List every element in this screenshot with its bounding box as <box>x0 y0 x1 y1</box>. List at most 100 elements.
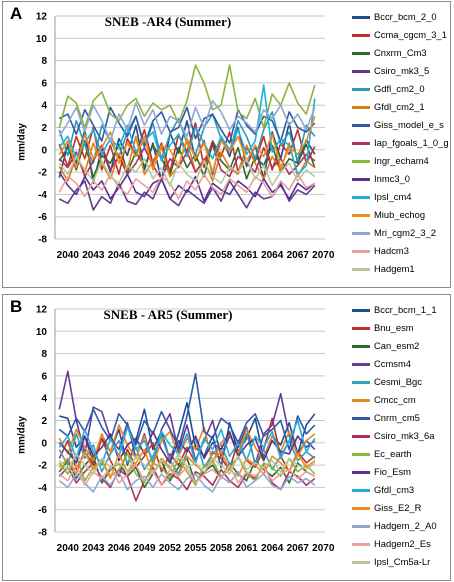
y-tick-label: -8 <box>38 528 47 539</box>
legend-swatch <box>352 381 370 384</box>
legend-label: Hadgem_2_A0 <box>374 520 437 531</box>
legend-swatch <box>352 70 370 73</box>
legend-label: Cesmi_Bgc <box>374 376 422 387</box>
series-line <box>58 173 316 200</box>
x-tick-label: 2052 <box>159 250 182 261</box>
series-line <box>58 171 316 202</box>
legend-a: Bccr_bcm_2_0 Ccma_cgcm_3_1 Cnxrm_Cm3 Csiro_… <box>352 10 450 280</box>
legend-swatch <box>352 124 370 127</box>
legend-swatch <box>352 471 370 474</box>
legend-item: Cnrm_cm5 <box>352 411 450 429</box>
x-tick-label: 2067 <box>287 543 310 554</box>
y-tick-label: -2 <box>38 461 47 472</box>
legend-swatch <box>352 543 370 546</box>
legend-swatch <box>352 453 370 456</box>
y-tick-label: 10 <box>36 327 48 338</box>
y-tick-label: 0 <box>41 145 47 156</box>
series-line <box>58 144 316 180</box>
series-line <box>58 417 316 478</box>
legend-label: Gfdl_cm2_1 <box>374 101 425 112</box>
y-tick-label: 12 <box>36 12 48 23</box>
series-line <box>58 448 316 480</box>
x-tick-label: 2067 <box>287 250 310 261</box>
series-line <box>58 471 316 493</box>
legend-swatch <box>352 160 370 163</box>
series-line <box>58 372 316 451</box>
legend-label: Miub_echog <box>374 209 426 220</box>
legend-label: Hadcm3 <box>374 245 409 256</box>
x-tick-label: 2049 <box>133 543 156 554</box>
x-tick-label: 2058 <box>210 543 233 554</box>
x-tick-label: 2043 <box>82 250 105 261</box>
legend-item: Ipsl_cm4 <box>352 190 450 208</box>
chart-title: SNEB - AR5 (Summer) <box>103 307 233 322</box>
y-tick-label: -6 <box>38 505 47 516</box>
series-line <box>58 99 316 142</box>
legend-label: Fio_Esm <box>374 466 411 477</box>
y-tick-label: 0 <box>41 438 47 449</box>
legend-label: Bccr_bcm_1_1 <box>374 304 437 315</box>
legend-item: Miub_echog <box>352 208 450 226</box>
legend-swatch <box>352 16 370 19</box>
legend-swatch <box>352 345 370 348</box>
x-tick-label: 2040 <box>57 543 80 554</box>
x-tick-label: 2064 <box>261 250 284 261</box>
y-tick-label: -4 <box>38 190 47 201</box>
legend-label: Can_esm2 <box>374 340 420 351</box>
legend-swatch <box>352 363 370 366</box>
legend-swatch <box>352 250 370 253</box>
legend-item: Ingr_echam4 <box>352 154 450 172</box>
x-tick-label: 2061 <box>236 250 259 261</box>
x-tick-label: 2064 <box>261 543 284 554</box>
x-tick-label: 2040 <box>57 250 80 261</box>
legend-item: Gdfl_cm2_0 <box>352 82 450 100</box>
legend-label: Gfdl_cm3 <box>374 484 415 495</box>
legend-swatch <box>352 489 370 492</box>
legend-label: Iap_fgoals_1_0_g <box>374 137 449 148</box>
legend-item: Bnu_esm <box>352 321 450 339</box>
legend-item: Ccmsm4 <box>352 357 450 375</box>
x-tick-label: 2055 <box>184 543 207 554</box>
legend-swatch <box>352 34 370 37</box>
legend-label: Ccma_cgcm_3_1 <box>374 29 447 40</box>
legend-item: Hadgem2_Es <box>352 537 450 555</box>
legend-item: Csiro_mk3_5 <box>352 64 450 82</box>
legend-label: Gdfl_cm2_0 <box>374 83 425 94</box>
y-tick-label: 10 <box>36 34 48 45</box>
legend-label: Giss_E2_R <box>374 502 422 513</box>
legend-label: Hadgem1 <box>374 263 415 274</box>
y-tick-label: 2 <box>41 416 47 427</box>
x-tick-label: 2043 <box>82 543 105 554</box>
chart-panel-a: A SNEB -AR4 (Summer) mm/day -8 -6 -4 -2 0 2 4 6… <box>2 1 451 288</box>
y-tick-label: 4 <box>41 101 47 112</box>
legend-item: Inmc3_0 <box>352 172 450 190</box>
x-tick-label: 2049 <box>133 250 156 261</box>
legend-item: Giss_model_e_s <box>352 118 450 136</box>
legend-item: Can_esm2 <box>352 339 450 357</box>
series-line <box>58 424 316 466</box>
x-tick-label: 2070 <box>312 250 335 261</box>
legend-item: Csiro_mk3_6a <box>352 429 450 447</box>
legend-label: Ec_earth <box>374 448 412 459</box>
legend-item: Hadcm3 <box>352 244 450 262</box>
legend-swatch <box>352 435 370 438</box>
x-tick-label: 2052 <box>159 543 182 554</box>
legend-b: Bccr_bcm_1_1 Bnu_esm Can_esm2 Ccmsm4 Cesmi_B… <box>352 303 450 573</box>
legend-label: Bnu_esm <box>374 322 414 333</box>
legend-item: Ec_earth <box>352 447 450 465</box>
legend-swatch <box>352 142 370 145</box>
series-line <box>58 64 316 129</box>
legend-swatch <box>352 309 370 312</box>
legend-swatch <box>352 525 370 528</box>
series-line <box>58 430 316 464</box>
legend-label: Bccr_bcm_2_0 <box>374 11 437 22</box>
y-tick-label: -6 <box>38 212 47 223</box>
x-tick-label: 2061 <box>236 543 259 554</box>
legend-swatch <box>352 232 370 235</box>
legend-item: Hadgem1 <box>352 262 450 280</box>
series-line <box>58 419 316 466</box>
series-line <box>58 84 316 176</box>
legend-item: Mri_cgm2_3_2 <box>352 226 450 244</box>
legend-swatch <box>352 327 370 330</box>
